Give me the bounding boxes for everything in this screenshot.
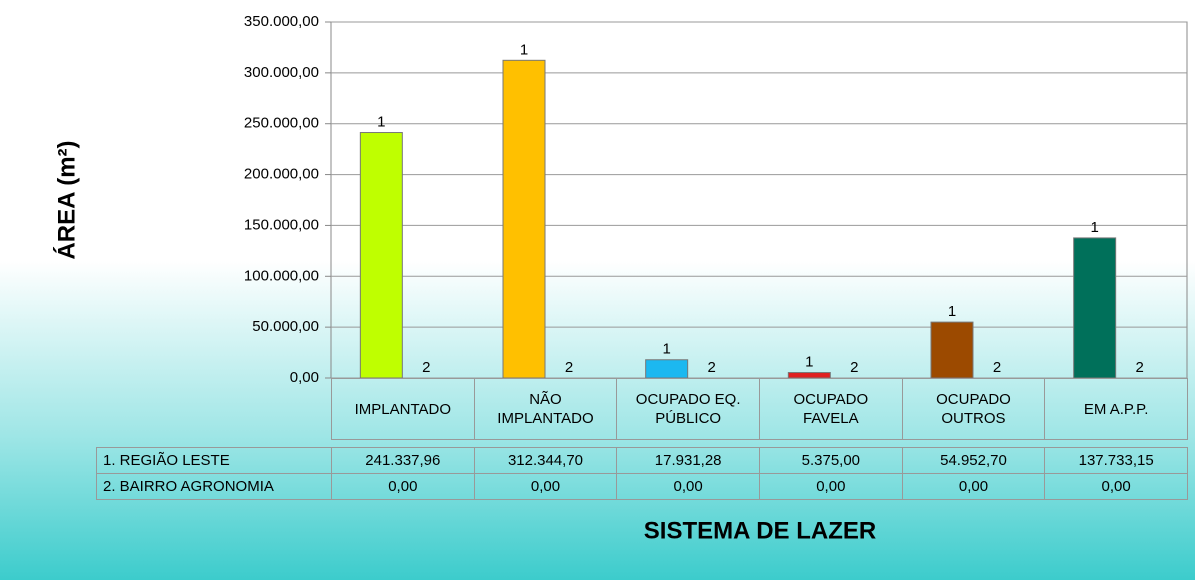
category-label: OCUPADO FAVELA — [759, 378, 903, 440]
bar-label: 1 — [662, 341, 670, 358]
y-axis-title: ÁREA (m²) — [52, 140, 80, 259]
series-name: 1. REGIÃO LESTE — [96, 447, 332, 474]
bar — [1073, 237, 1117, 379]
table-value: 5.375,00 — [759, 447, 903, 474]
series-name: 2. BAIRRO AGRONOMIA — [96, 473, 332, 500]
bar-label: 2 — [993, 359, 1001, 376]
bar — [502, 59, 546, 379]
category-label: NÃO IMPLANTADO — [473, 378, 618, 440]
y-tick-label: 100.000,00 — [244, 267, 319, 284]
table-value: 0,00 — [1044, 473, 1188, 500]
bar — [930, 321, 974, 379]
table-value: 54.952,70 — [901, 447, 1046, 474]
table-value: 0,00 — [331, 473, 475, 500]
category-label: IMPLANTADO — [331, 378, 475, 440]
y-tick-label: 200.000,00 — [244, 166, 319, 183]
y-tick-label: 50.000,00 — [252, 318, 319, 335]
y-tick-label: 300.000,00 — [244, 64, 319, 81]
y-tick-label: 0,00 — [290, 369, 319, 386]
y-tick-label: 250.000,00 — [244, 115, 319, 132]
table-value: 17.931,28 — [616, 447, 760, 474]
category-label: OCUPADO OUTROS — [901, 378, 1046, 440]
bar — [359, 132, 403, 379]
y-tick-label: 350.000,00 — [244, 13, 319, 30]
bar-label: 2 — [1135, 359, 1143, 376]
table-value: 0,00 — [759, 473, 903, 500]
bar-label: 1 — [520, 41, 528, 58]
table-value: 241.337,96 — [331, 447, 475, 474]
plot-area — [330, 21, 1188, 379]
table-value: 312.344,70 — [473, 447, 618, 474]
table-value: 0,00 — [616, 473, 760, 500]
category-label: EM A.P.P. — [1044, 378, 1188, 440]
bar-label: 2 — [707, 359, 715, 376]
table-value: 0,00 — [901, 473, 1046, 500]
bar-label: 1 — [805, 354, 813, 371]
table-value: 137.733,15 — [1044, 447, 1188, 474]
y-tick-label: 150.000,00 — [244, 216, 319, 233]
bar-label: 1 — [1090, 219, 1098, 236]
x-axis-title: SISTEMA DE LAZER — [644, 517, 876, 544]
bar — [645, 359, 689, 379]
bar-label: 2 — [850, 359, 858, 376]
table-value: 0,00 — [473, 473, 618, 500]
bar-label: 1 — [377, 113, 385, 130]
category-label: OCUPADO EQ. PÚBLICO — [616, 378, 760, 440]
bar-label: 2 — [422, 359, 430, 376]
bar-label: 2 — [565, 359, 573, 376]
bar-label: 1 — [948, 303, 956, 320]
